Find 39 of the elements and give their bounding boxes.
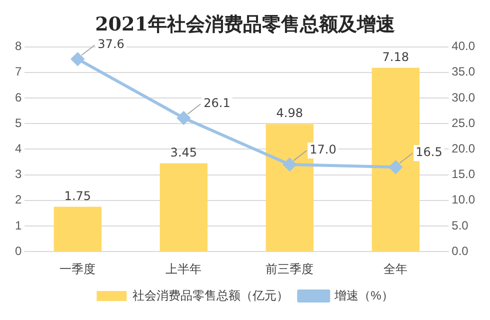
y2-tick-label: 0.0 <box>452 244 469 258</box>
y-tick-label: 2 <box>14 192 22 207</box>
y-tick-label: 3 <box>14 167 22 182</box>
point <box>389 160 402 174</box>
x-tick-label: 一季度 <box>60 262 96 276</box>
y-tick-label: 8 <box>14 39 22 54</box>
point <box>177 111 190 124</box>
y2-tick-label: 35.0 <box>452 64 476 79</box>
y2-tick-label: 30.0 <box>452 90 476 104</box>
point <box>283 158 296 172</box>
y-tick-label: 1 <box>14 218 22 232</box>
data-label: 26.1 <box>204 96 230 110</box>
data-label: 3.45 <box>170 145 198 160</box>
data-label: 4.98 <box>276 106 304 120</box>
data-label: 1.75 <box>64 188 92 203</box>
data-label: 17.0 <box>310 142 336 157</box>
y2-tick-label: 25.0 <box>452 116 476 130</box>
legend-label: 增速（%） <box>334 288 394 302</box>
y-tick-label: 5 <box>14 116 22 130</box>
y2-tick-label: 15.0 <box>452 167 476 182</box>
point <box>71 52 84 66</box>
bar <box>160 163 208 252</box>
data-label: 37.6 <box>98 37 124 52</box>
y2-tick-label: 5.0 <box>452 218 469 232</box>
y2-tick-label: 40.0 <box>452 39 476 54</box>
y-tick-label: 6 <box>14 90 22 104</box>
data-label: 7.18 <box>382 50 410 64</box>
x-tick-label: 前三季度 <box>266 262 314 276</box>
y-tick-label: 7 <box>14 64 22 79</box>
bar <box>54 206 102 252</box>
x-tick-label: 全年 <box>384 262 408 276</box>
y-tick-label: 0 <box>14 244 22 258</box>
y-tick-label: 4 <box>14 142 22 156</box>
data-label: 16.5 <box>416 145 442 160</box>
y2-tick-label: 20.0 <box>452 142 476 156</box>
chart-title: 2021年社会消费品零售总额及增速 <box>95 13 395 36</box>
legend-label: 社会消费品零售总额（亿元） <box>132 288 289 302</box>
x-tick-label: 上半年 <box>166 262 202 276</box>
y2-tick-label: 10.0 <box>452 192 476 207</box>
